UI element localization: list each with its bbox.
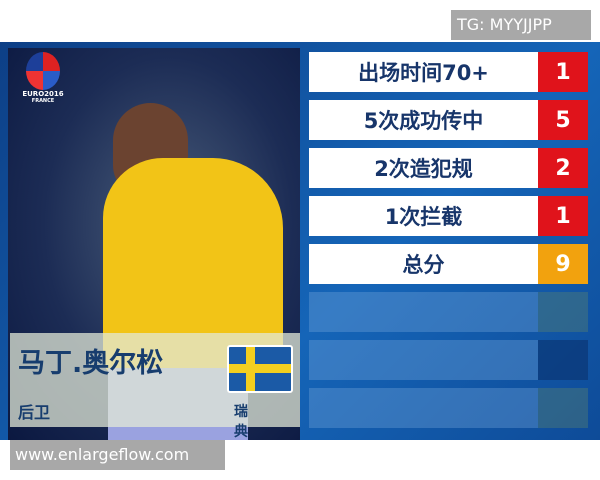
stat-value: 2	[538, 148, 588, 188]
euro2016-logo: EURO2016 FRANCE	[20, 52, 66, 104]
stat-label: 2次造犯规	[309, 148, 538, 188]
stat-row: 出场时间70+ 1	[309, 52, 588, 92]
stat-row: 5次成功传中 5	[309, 100, 588, 140]
empty-row	[309, 292, 588, 332]
stat-label: 出场时间70+	[309, 52, 538, 92]
stat-label: 5次成功传中	[309, 100, 538, 140]
total-row: 总分 9	[309, 244, 588, 284]
empty-row	[309, 340, 588, 380]
player-position: 后卫	[18, 403, 51, 422]
player-info: 马丁.奥尔松 后卫 瑞 典	[10, 333, 300, 440]
total-label: 总分	[309, 244, 538, 284]
stat-label: 1次拦截	[309, 196, 538, 236]
stat-row: 2次造犯规 2	[309, 148, 588, 188]
player-name: 马丁.奥尔松	[18, 348, 164, 379]
logo-subtext: FRANCE	[31, 98, 55, 104]
watermark-site: www.enlargeflow.com	[10, 440, 225, 470]
player-country: 瑞 典	[234, 404, 262, 440]
stat-value: 1	[538, 196, 588, 236]
watermark-tg: TG: MYYJJPP	[451, 10, 591, 40]
stat-value: 1	[538, 52, 588, 92]
stat-row: 1次拦截 1	[309, 196, 588, 236]
sweden-flag-icon	[227, 345, 293, 393]
total-value: 9	[538, 244, 588, 284]
trophy-icon	[26, 52, 60, 90]
stat-value: 5	[538, 100, 588, 140]
empty-row	[309, 388, 588, 428]
logo-text: EURO2016	[22, 90, 64, 98]
